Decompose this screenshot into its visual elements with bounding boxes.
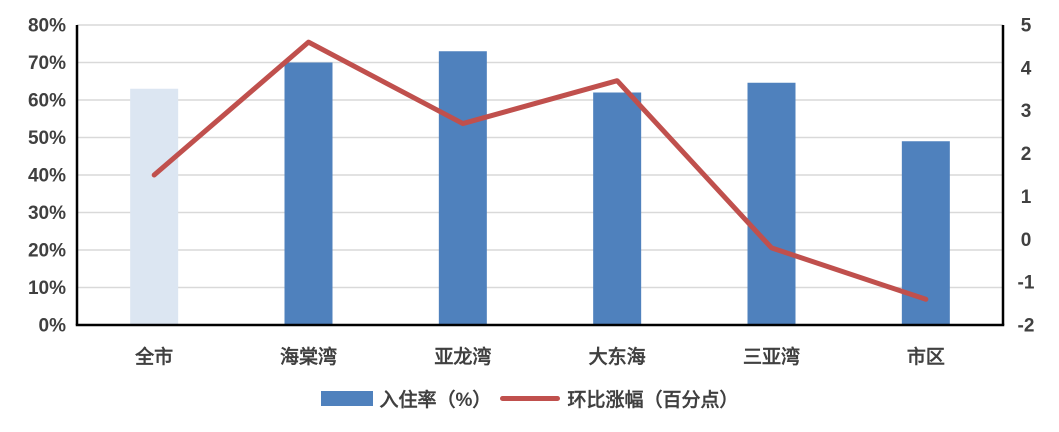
right-axis-tick-label: 2 <box>1021 144 1032 165</box>
x-axis-category-label: 全市 <box>134 345 173 368</box>
x-axis-category-label: 海棠湾 <box>280 345 337 368</box>
left-axis-tick-label: 50% <box>28 128 66 149</box>
bar-亚龙湾 <box>438 51 487 325</box>
right-axis-tick-label: 4 <box>1021 58 1032 79</box>
legend: 入住率（%） 环比涨幅（百分点） <box>0 385 1059 412</box>
left-axis-tick-label: 30% <box>28 203 66 224</box>
bar-海棠湾 <box>284 62 333 325</box>
legend-line-series-label: 环比涨幅（百分点） <box>567 390 739 411</box>
left-axis-tick-label: 80% <box>28 16 66 37</box>
bar-大东海 <box>593 92 642 325</box>
left-axis-tick-label: 40% <box>28 166 66 187</box>
legend-item-bar-series: 入住率（%） <box>320 385 492 412</box>
x-axis-category-label: 市区 <box>907 345 945 368</box>
x-axis-category-label: 三亚湾 <box>743 345 800 368</box>
right-axis-tick-label: 1 <box>1021 187 1032 208</box>
left-axis-tick-label: 20% <box>28 241 66 262</box>
left-axis-tick-label: 70% <box>28 53 66 74</box>
bar-series-swatch-icon <box>320 391 373 406</box>
right-axis-tick-label: -1 <box>1018 273 1035 294</box>
x-axis-category-label: 大东海 <box>589 345 646 368</box>
line-series <box>151 39 929 302</box>
left-axis-tick-label: 0% <box>39 316 67 337</box>
right-axis-tick-label: -2 <box>1018 316 1035 337</box>
bar-全市 <box>130 88 179 325</box>
right-axis-tick-label: 0 <box>1021 230 1032 251</box>
bar-三亚湾 <box>747 82 796 325</box>
left-axis-tick-label: 60% <box>28 91 66 112</box>
right-axis-tick-label: 5 <box>1021 16 1032 37</box>
line-series-swatch-icon <box>500 396 561 401</box>
legend-item-line-series: 环比涨幅（百分点） <box>500 385 738 412</box>
x-axis-category-label: 亚龙湾 <box>434 345 491 368</box>
right-axis-tick-label: 3 <box>1021 101 1032 122</box>
legend-bar-series-label: 入住率（%） <box>379 390 492 411</box>
left-axis-tick-label: 10% <box>28 278 66 299</box>
